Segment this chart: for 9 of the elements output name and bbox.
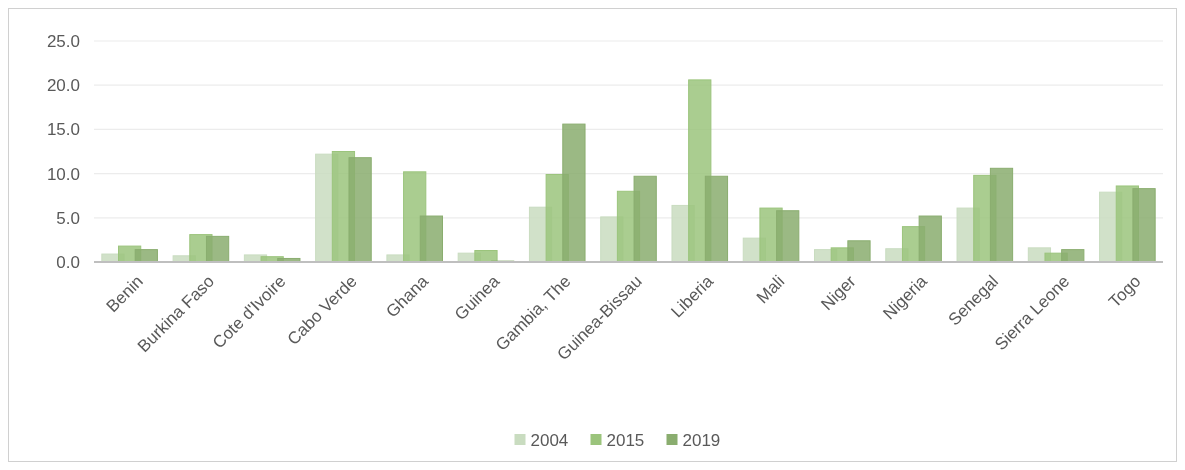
legend-label: 2004	[530, 430, 569, 450]
y-tick-label: 15.0	[46, 120, 80, 140]
y-tick-label: 5.0	[56, 208, 80, 228]
y-tick-label: 0.0	[56, 252, 80, 272]
y-tick-label: 25.0	[46, 31, 80, 51]
legend-label: 2019	[682, 430, 721, 450]
y-tick-label: 10.0	[46, 164, 80, 184]
y-tick-label: 20.0	[46, 76, 80, 96]
legend-label: 2015	[606, 430, 645, 450]
